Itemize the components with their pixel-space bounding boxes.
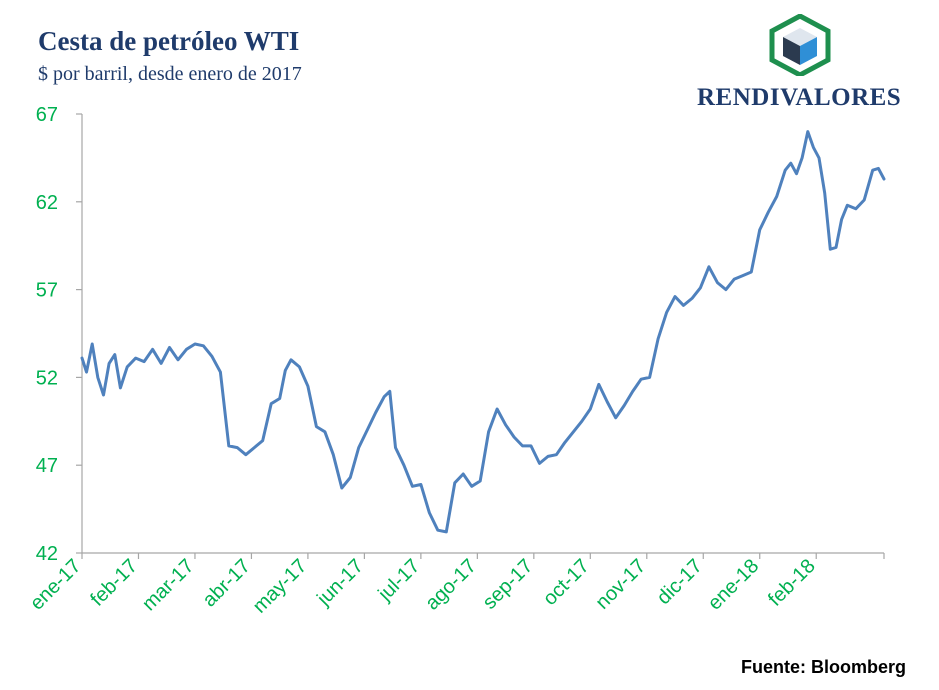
x-tick-label-oct-17: oct-17 [539,555,594,610]
series-line-wti [80,130,886,534]
y-tick-label-67: 67 [36,104,58,126]
y-tick-labels: 42 47 52 57 62 67 [36,104,58,565]
chart-title: Cesta de petróleo WTI [38,26,300,56]
x-tick-label-ene-18: ene-18 [704,555,764,615]
x-tick-label-jul-17: jul-17 [374,555,425,606]
brand-name: RENDIVALORES [697,84,902,111]
x-tick-label-dic-17: dic-17 [653,555,707,609]
x-tick-label-ago-17: ago-17 [421,555,481,615]
y-tick-label-42: 42 [36,543,58,565]
rendivalores-cube-icon [769,14,831,76]
x-tick-label-nov-17: nov-17 [592,555,651,614]
y-tick-label-57: 57 [36,280,58,302]
x-tick-label-feb-18: feb-18 [764,555,820,611]
source-note: Fuente: Bloomberg [741,657,906,677]
chart-subtitle: $ por barril, desde enero de 2017 [38,63,302,85]
x-tick-label-abr-17: abr-17 [199,555,255,611]
x-tick-label-mar-17: mar-17 [138,555,198,615]
y-tick-label-62: 62 [36,192,58,214]
x-tick-label-feb-17: feb-17 [86,555,142,611]
x-tick-label-jun-17: jun-17 [312,555,368,611]
x-tick-label-sep-17: sep-17 [479,555,538,614]
x-tick-label-may-17: may-17 [249,555,312,618]
chart-axes [76,113,885,559]
y-tick-label-47: 47 [36,455,58,477]
y-tick-label-52: 52 [36,367,58,389]
logo-cube-right [800,37,817,65]
logo-cube-left [783,37,800,65]
